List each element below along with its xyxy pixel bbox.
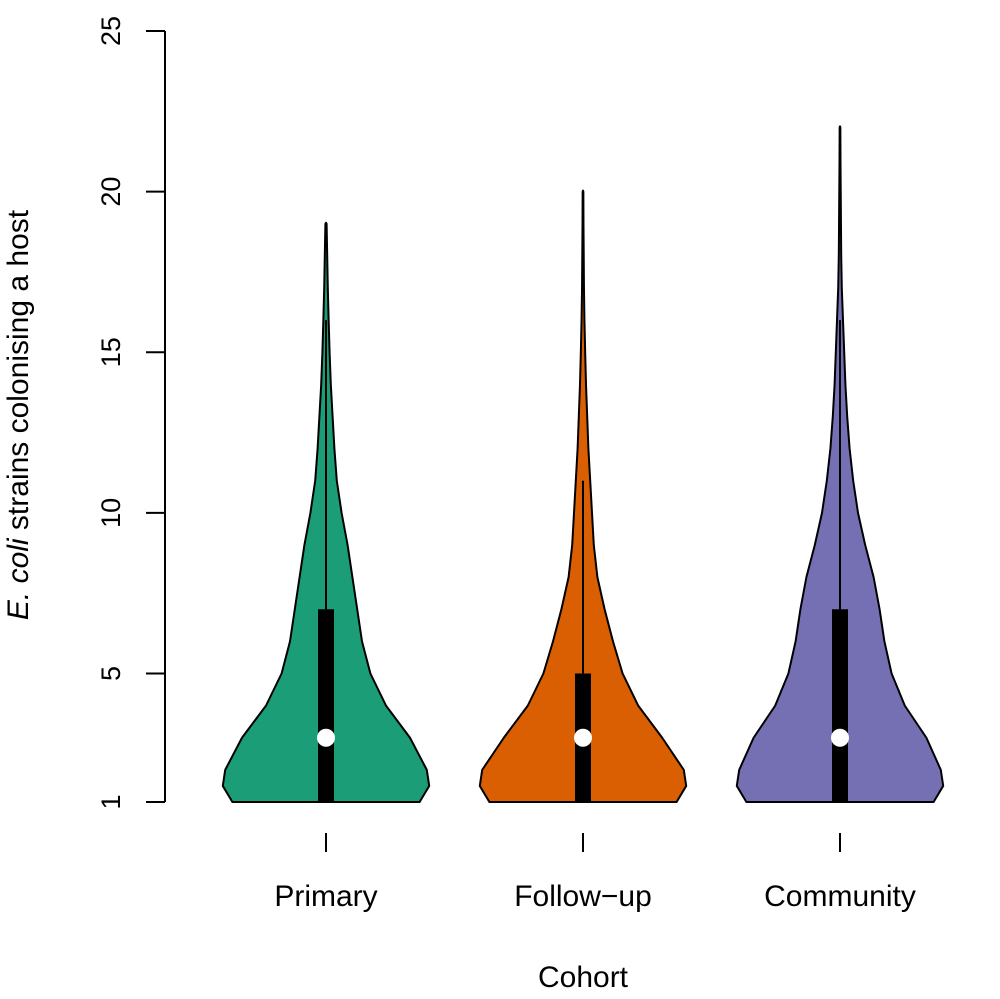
y-tick-label: 15: [96, 337, 126, 367]
x-tick-label: Community: [764, 880, 916, 913]
x-axis-title: Cohort: [538, 961, 629, 994]
y-tick-label: 20: [96, 177, 126, 207]
y-tick-label: 10: [96, 498, 126, 528]
x-tick-label: Primary: [274, 880, 377, 913]
violin-group: [221, 125, 945, 803]
y-tick-label: 5: [96, 666, 126, 681]
y-axis-title-italic: E. coli: [2, 537, 35, 620]
y-tick-label: 1: [96, 794, 126, 809]
violin-median-point: [831, 728, 849, 747]
y-axis-title: E. coli strains colonising a host: [2, 209, 35, 620]
x-tick-label: Follow−up: [514, 880, 652, 913]
violin-iqr-box: [318, 609, 334, 802]
violin-iqr-box: [832, 609, 848, 802]
y-tick-label: 25: [96, 16, 126, 46]
violin-median-point: [574, 728, 592, 747]
x-axis: Primary Follow−up Community: [274, 833, 916, 913]
violin-median-point: [317, 728, 335, 747]
y-axis-title-rest: strains colonising a host: [2, 209, 35, 538]
